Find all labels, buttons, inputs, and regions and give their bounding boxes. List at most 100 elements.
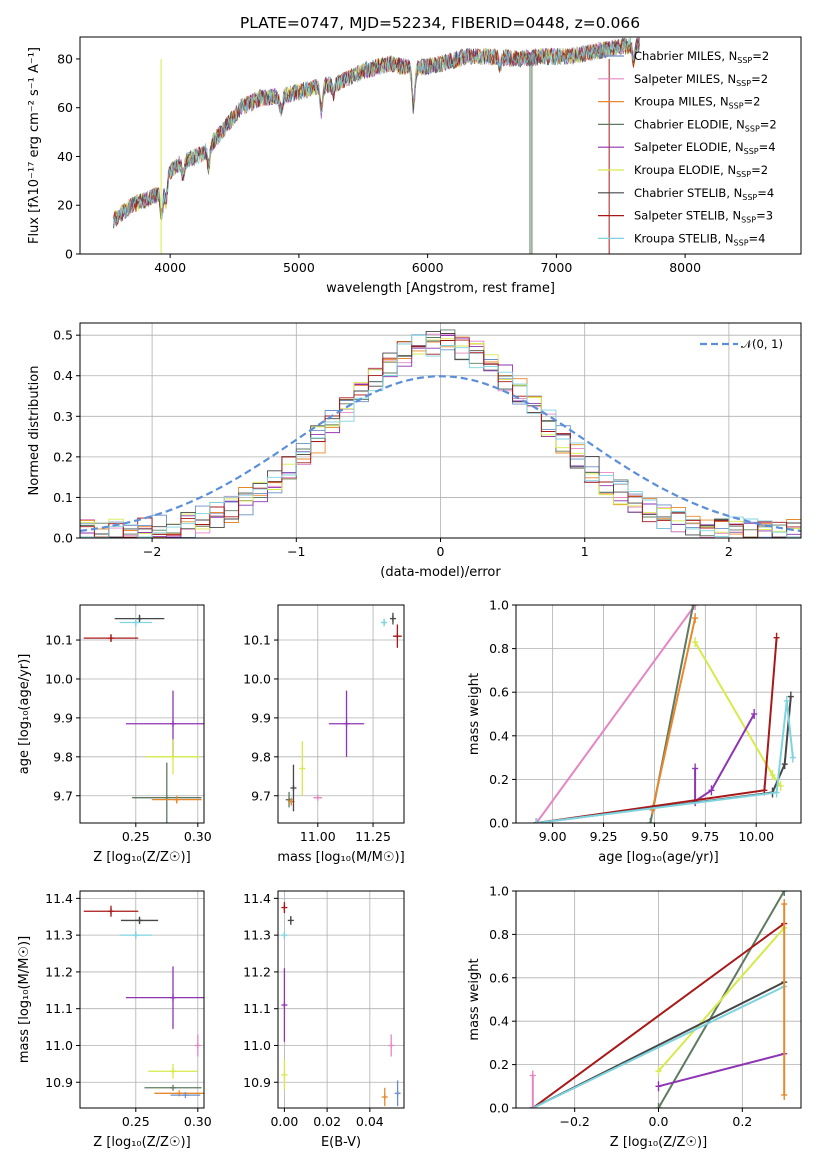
- legend-entry: Chabrier ELODIE, NSSP=2: [634, 117, 777, 133]
- panel-age-vs-mass: 11.00 11.25 9.7 9.8 9.9 10.0 10.1 mass [log₁₀(M…: [243, 604, 405, 865]
- legend-entry: Chabrier STELIB, NSSP=4: [634, 186, 774, 202]
- legend-entry: Salpeter MILES, NSSP=2: [634, 72, 768, 88]
- y-tick-label: 11.3: [45, 928, 73, 943]
- y-tick-label: 11.4: [243, 891, 271, 906]
- panel-mass-vs-ebv: 0.00 0.02 0.04 10.9 11.0 11.1 11.2 11.3 11.4 E(B-…: [243, 890, 405, 1150]
- data-point: [151, 795, 202, 804]
- y-tick-label: 9.8: [251, 749, 271, 764]
- data-point: [394, 1080, 401, 1107]
- x-tick-label: 9.75: [691, 829, 719, 844]
- y-tick-label: 0.5: [53, 328, 73, 343]
- y-tick-label: 0.2: [53, 449, 73, 464]
- panel-age-vs-Z: 0.25 0.30 9.7 9.8 9.9 10.0 10.1 Z [log₁₀(Z/Z☉)]…: [17, 604, 212, 865]
- legend-entry: Kroupa MILES, NSSP=2: [634, 95, 760, 111]
- data-point: [83, 634, 139, 642]
- plot-area: [83, 614, 204, 823]
- x-tick-label: 0.02: [313, 1114, 341, 1129]
- legend-entry: Kroupa STELIB, NSSP=4: [634, 231, 765, 247]
- figure-title: PLATE=0747, MJD=52234, FIBERID=0448, z=0…: [240, 14, 640, 32]
- x-tick-label: 9.25: [590, 829, 618, 844]
- y-tick-label: 0.0: [489, 1101, 509, 1116]
- weight-line: [651, 617, 697, 811]
- x-axis-label: Z [log₁₀(Z/Z☉)]: [610, 1135, 707, 1150]
- spectrum-line: [113, 38, 640, 229]
- data-point: [194, 1034, 201, 1057]
- axes-frame: [515, 604, 802, 824]
- weight-line: [532, 922, 785, 1108]
- x-tick-label: 0.25: [122, 1114, 150, 1129]
- data-point: [281, 1060, 288, 1090]
- panel-weight-vs-Z: −0.2 0.0 0.2 0.0 0.2 0.4 0.6 0.8 1.0 Z [log₁₀(Z/Z…: [467, 884, 802, 1150]
- y-tick-label: 0.4: [489, 1014, 509, 1029]
- legend-entry: Chabrier MILES, NSSP=2: [634, 49, 769, 65]
- y-tick-label: 11.1: [45, 1001, 73, 1016]
- y-tick-label: 11.4: [45, 891, 73, 906]
- x-axis-label: E(B-V): [321, 1135, 361, 1150]
- data-point: [114, 614, 165, 623]
- y-tick-label: 0.2: [489, 1057, 509, 1072]
- y-tick-label: 11.0: [243, 1038, 271, 1053]
- data-point: [132, 762, 202, 823]
- data-point: [281, 902, 288, 914]
- y-tick-label: 0.0: [53, 531, 73, 546]
- x-axis-label: (data-model)/error: [380, 565, 501, 580]
- panel-spectrum: 4000 5000 6000 7000 8000 0 20 40 60 80 wavelength …: [27, 36, 802, 296]
- legend-entry: Kroupa ELODIE, NSSP=2: [634, 163, 768, 179]
- data-point: [148, 1063, 198, 1079]
- data-point: [388, 1034, 395, 1057]
- y-axis-label: Normed distribution: [27, 366, 42, 496]
- y-tick-label: 11.0: [45, 1038, 73, 1053]
- y-axis-label: mass weight: [467, 958, 482, 1040]
- axes-frame: [277, 604, 405, 824]
- y-tick-label: 20: [57, 198, 73, 213]
- weight-line: [658, 1052, 785, 1088]
- x-tick-label: 0.30: [184, 1114, 212, 1129]
- data-point: [83, 905, 139, 917]
- y-tick-label: 0.0: [489, 816, 509, 831]
- y-tick-label: 10.9: [45, 1075, 73, 1090]
- y-tick-label: 9.7: [251, 788, 271, 803]
- x-tick-label: −1: [287, 544, 305, 559]
- weight-line: [694, 713, 756, 804]
- y-tick-label: 0: [65, 247, 73, 262]
- weight-line: [694, 641, 782, 787]
- legend-entry: Salpeter ELODIE, NSSP=4: [634, 140, 776, 156]
- x-tick-label: 2: [725, 544, 733, 559]
- x-axis-label: mass [log₁₀(M/M☉)]: [277, 850, 404, 865]
- y-tick-label: 11.1: [243, 1001, 271, 1016]
- x-tick-label: 0.0: [649, 1114, 669, 1129]
- weight-line: [536, 700, 794, 823]
- data-point: [119, 931, 152, 939]
- data-point: [287, 916, 294, 925]
- plot-area: [83, 905, 204, 1099]
- y-tick-label: 0.8: [489, 641, 509, 656]
- normal-reference-curve: [80, 375, 801, 532]
- weight-line: [532, 985, 785, 1108]
- y-tick-label: 0.3: [53, 409, 73, 424]
- y-axis-label: mass [log₁₀(M/M☉)]: [17, 936, 32, 1063]
- plot-area: [113, 37, 640, 254]
- data-point: [389, 612, 396, 625]
- y-tick-label: 0.4: [489, 728, 509, 743]
- plot-area: [529, 891, 788, 1108]
- y-tick-label: 1.0: [489, 884, 509, 899]
- x-axis-label: Z [log₁₀(Z/Z☉)]: [93, 1135, 190, 1150]
- data-point: [120, 916, 159, 925]
- y-tick-label: 10.0: [243, 671, 271, 686]
- y-tick-label: 9.9: [251, 710, 271, 725]
- plot-area: [80, 329, 801, 538]
- x-tick-label: 0.2: [732, 1114, 752, 1129]
- legend-entry: Salpeter STELIB, NSSP=3: [634, 209, 773, 225]
- x-axis-label: age [log₁₀(age/yr)]: [598, 850, 719, 865]
- y-tick-label: 9.8: [53, 749, 73, 764]
- data-point: [392, 624, 402, 648]
- y-tick-label: 11.2: [45, 964, 73, 979]
- y-tick-label: 0.6: [489, 970, 509, 985]
- data-point: [299, 741, 306, 796]
- data-point: [125, 966, 204, 1029]
- axes-frame: [79, 36, 802, 255]
- x-tick-label: 11.00: [300, 829, 336, 844]
- y-tick-label: 11.2: [243, 964, 271, 979]
- x-tick-label: 0.00: [270, 1114, 298, 1129]
